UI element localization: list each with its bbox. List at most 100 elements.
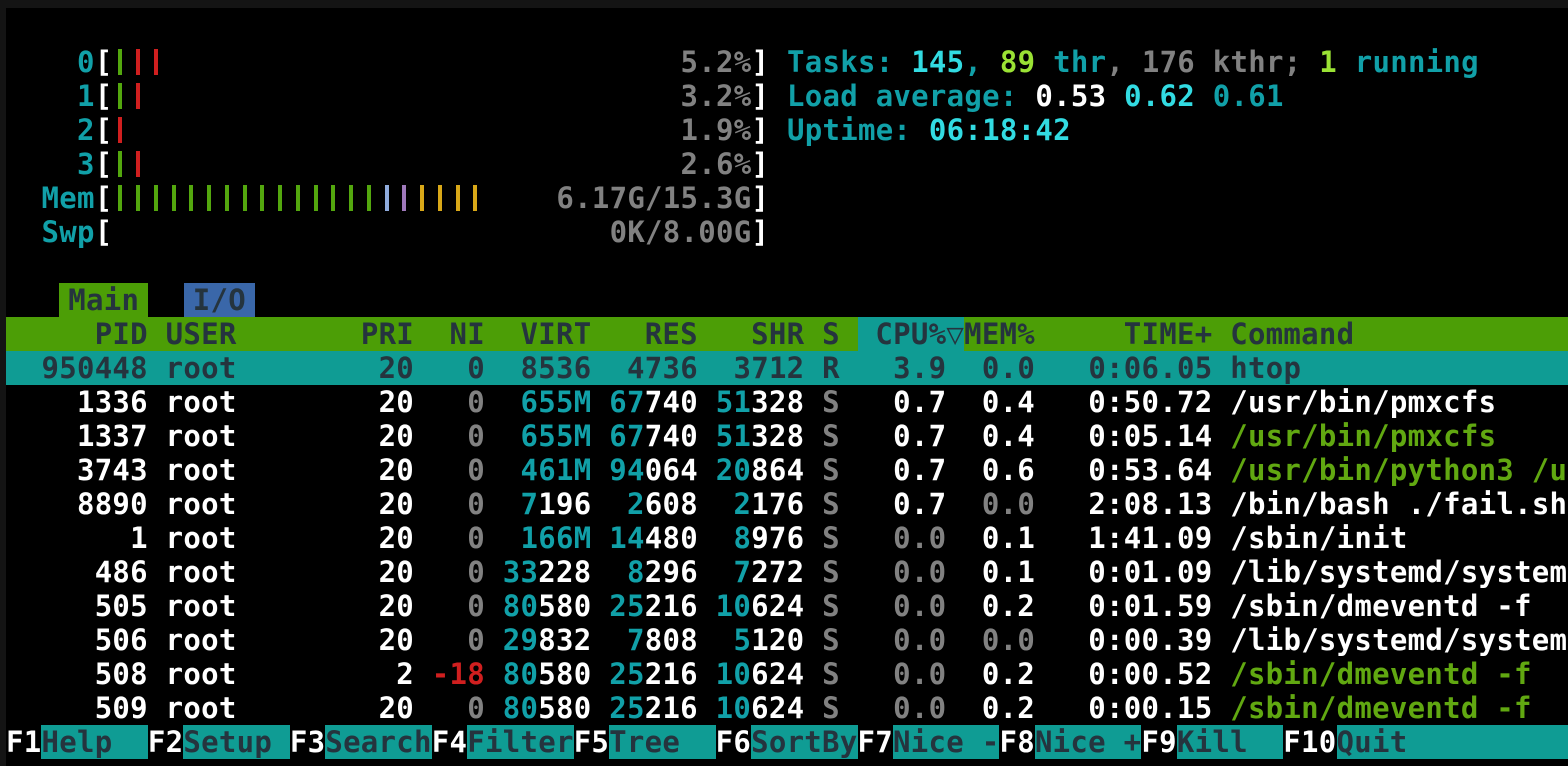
cell-shr-value-low: 272 bbox=[751, 555, 805, 589]
column-header-res[interactable]: RES bbox=[609, 317, 698, 351]
cell-mem-percent: 0.1 bbox=[964, 521, 1036, 555]
fn-f8-nice-key[interactable]: F8 bbox=[999, 725, 1035, 759]
meter-bracket-open: [ bbox=[94, 45, 113, 79]
column-header-command[interactable]: Command bbox=[1230, 317, 1355, 351]
column-header-pri[interactable]: PRI bbox=[360, 317, 415, 351]
meter-tick bbox=[136, 185, 141, 211]
process-row-1336[interactable]: 1336 root 20 0 655M 67740 51328 S 0.7 0.… bbox=[6, 385, 1568, 419]
fn-f1-help-key[interactable]: F1 bbox=[6, 725, 42, 759]
cell-command: /lib/systemd/system bbox=[1230, 555, 1568, 589]
cell-shr-value-low: 864 bbox=[751, 453, 805, 487]
cell-res-value-low: 740 bbox=[644, 385, 698, 419]
cell-cpu-percent: 0.7 bbox=[857, 453, 947, 487]
cell-command: /usr/bin/pmxcfs bbox=[1230, 385, 1497, 419]
cell-shr-value-low: 328 bbox=[751, 385, 805, 419]
fn-f5-tree-button[interactable]: Tree bbox=[609, 725, 716, 759]
meter-bracket-close: ] bbox=[751, 215, 770, 249]
cell-virt-value-high: 7 bbox=[520, 487, 539, 521]
cell-user: root bbox=[165, 623, 344, 657]
fn-f2-setup-button[interactable]: Setup bbox=[183, 725, 290, 759]
tasks-summary-segment: thr bbox=[1035, 45, 1107, 79]
cell-user: root bbox=[165, 589, 344, 623]
fn-f7-nice-key[interactable]: F7 bbox=[857, 725, 894, 759]
process-row-486[interactable]: 486 root 20 0 33228 8296 7272 S 0.0 0.1 … bbox=[6, 555, 1568, 589]
column-header-shr[interactable]: SHR bbox=[715, 317, 805, 351]
column-header-cpu[interactable]: CPU%▽ bbox=[857, 317, 965, 351]
cell-virt-pad bbox=[503, 521, 521, 555]
cell-shr-pad bbox=[716, 487, 734, 521]
fn-f2-setup-key[interactable]: F2 bbox=[147, 725, 184, 759]
process-row-1[interactable]: 1 root 20 0 166M 14480 8976 S 0.0 0.1 1:… bbox=[6, 521, 1568, 555]
cell-cpu-percent: 3.9 bbox=[857, 351, 947, 385]
cell-pri: 2 bbox=[360, 657, 415, 691]
cell-res-value-high: 7 bbox=[626, 623, 645, 657]
column-header-pid[interactable]: PID bbox=[6, 317, 148, 351]
cell-mem-percent: 0.2 bbox=[964, 589, 1036, 623]
meter-bracket-close: ] bbox=[751, 147, 770, 181]
process-row-950448[interactable]: 950448 root 20 0 8536 4736 3712 R 3.9 0.… bbox=[6, 351, 1568, 385]
meter-tick bbox=[207, 185, 212, 211]
tab-main[interactable]: Main bbox=[59, 283, 149, 317]
cell-res-value-low: 216 bbox=[644, 691, 698, 725]
sort-indicator-icon: ▽ bbox=[946, 317, 965, 351]
column-header-user[interactable]: USER bbox=[165, 317, 344, 351]
meter-bracket-open: [ bbox=[94, 79, 113, 113]
uptime: Uptime: 06:18:42 bbox=[787, 113, 1568, 147]
fn-f7-nice-button[interactable]: Nice - bbox=[893, 725, 1000, 759]
meter-tick bbox=[437, 185, 442, 211]
fn-f5-tree-key[interactable]: F5 bbox=[573, 725, 610, 759]
fn-f3-search-button[interactable]: Search bbox=[325, 725, 432, 759]
fn-f1-help-button[interactable]: Help bbox=[41, 725, 148, 759]
meter-bracket-close: ] bbox=[751, 181, 770, 215]
meter-tick bbox=[313, 185, 318, 211]
cell-state: S bbox=[822, 623, 840, 657]
cell-shr-value-high: 2 bbox=[733, 487, 752, 521]
cell-shr-value-low: 712 bbox=[751, 351, 805, 385]
cell-time: 1:41.09 bbox=[1052, 521, 1213, 555]
process-row-509[interactable]: 509 root 20 0 80580 25216 10624 S 0.0 0.… bbox=[6, 691, 1568, 725]
fn-f4-filter-button[interactable]: Filter bbox=[467, 725, 574, 759]
process-row-505[interactable]: 505 root 20 0 80580 25216 10624 S 0.0 0.… bbox=[6, 589, 1568, 623]
cell-res-value-low: 480 bbox=[644, 521, 698, 555]
column-header-mem[interactable]: MEM% bbox=[964, 317, 1036, 351]
cell-res-value-high: 25 bbox=[609, 691, 645, 725]
process-row-506[interactable]: 506 root 20 0 29832 7808 5120 S 0.0 0.0 … bbox=[6, 623, 1568, 657]
fn-f6-sortby-key[interactable]: F6 bbox=[715, 725, 752, 759]
tasks-summary-segment: 176 kthr; bbox=[1141, 45, 1320, 79]
meter-tick bbox=[136, 49, 141, 75]
fn-f10-quit-button[interactable]: Quit bbox=[1336, 725, 1443, 759]
cell-shr-value-low: 976 bbox=[751, 521, 805, 555]
cell-shr-value-high: 51 bbox=[715, 419, 752, 453]
cell-mem-percent: 0.0 bbox=[964, 487, 1036, 521]
column-header-time[interactable]: TIME+ bbox=[1052, 317, 1213, 351]
fn-f10-quit-key[interactable]: F10 bbox=[1283, 725, 1337, 759]
cell-mem-percent: 0.0 bbox=[964, 623, 1036, 657]
fn-f6-sortby-button[interactable]: SortBy bbox=[751, 725, 858, 759]
column-header-virt[interactable]: VIRT bbox=[502, 317, 592, 351]
cell-command: /usr/bin/pmxcfs bbox=[1230, 419, 1497, 453]
process-row-8890[interactable]: 8890 root 20 0 7196 2608 2176 S 0.7 0.0 … bbox=[6, 487, 1568, 521]
cell-pid: 505 bbox=[6, 589, 148, 623]
cell-res-value-low: 740 bbox=[644, 419, 698, 453]
cell-res-pad bbox=[609, 351, 627, 385]
cell-res-value-high: 25 bbox=[609, 589, 645, 623]
column-header-ni[interactable]: NI bbox=[431, 317, 486, 351]
process-row-508[interactable]: 508 root 2 -18 80580 25216 10624 S 0.0 0… bbox=[6, 657, 1568, 691]
process-row-3743[interactable]: 3743 root 20 0 461M 94064 20864 S 0.7 0.… bbox=[6, 453, 1568, 487]
cell-cpu-percent: 0.0 bbox=[857, 521, 947, 555]
fn-f4-filter-key[interactable]: F4 bbox=[431, 725, 468, 759]
fn-f9-kill-button[interactable]: Kill bbox=[1176, 725, 1284, 759]
column-header-s[interactable]: S bbox=[822, 317, 840, 351]
meter-tick bbox=[455, 185, 460, 211]
fn-f9-kill-key[interactable]: F9 bbox=[1141, 725, 1177, 759]
cell-virt-value: 655M bbox=[520, 419, 592, 453]
tab-io[interactable]: I/O bbox=[183, 283, 255, 317]
fn-f8-nice-button[interactable]: Nice + bbox=[1034, 725, 1142, 759]
cell-pri: 20 bbox=[360, 555, 415, 589]
fn-f3-search-key[interactable]: F3 bbox=[289, 725, 326, 759]
process-row-1337[interactable]: 1337 root 20 0 655M 67740 51328 S 0.7 0.… bbox=[6, 419, 1568, 453]
cell-mem-percent: 0.2 bbox=[964, 691, 1036, 725]
cell-ni: 0 bbox=[431, 555, 486, 589]
cell-res-value-high: 94 bbox=[609, 453, 645, 487]
cell-user: root bbox=[165, 487, 344, 521]
